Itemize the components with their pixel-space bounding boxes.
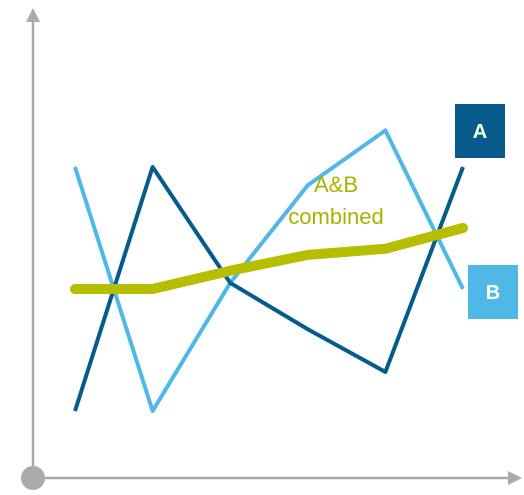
- legend-box-a: [455, 104, 505, 158]
- origin-dot: [21, 466, 45, 490]
- legend-label-b: B: [486, 282, 500, 304]
- axes: [21, 8, 522, 490]
- y-axis-arrow-icon: [26, 8, 40, 22]
- annotation-line-1: A&B: [314, 172, 358, 197]
- series-line-b: [73, 128, 465, 413]
- legend-label-a: A: [473, 121, 487, 143]
- x-axis-arrow-icon: [508, 471, 522, 485]
- legend-box-b: [468, 265, 518, 319]
- series-layer: [70, 128, 468, 413]
- annotation-line-2: combined: [288, 204, 383, 229]
- series-line-ab: [70, 223, 468, 294]
- series-line-a: [73, 165, 465, 412]
- legend-layer: A B: [455, 104, 518, 319]
- combined-annotation: A&B combined: [288, 172, 383, 229]
